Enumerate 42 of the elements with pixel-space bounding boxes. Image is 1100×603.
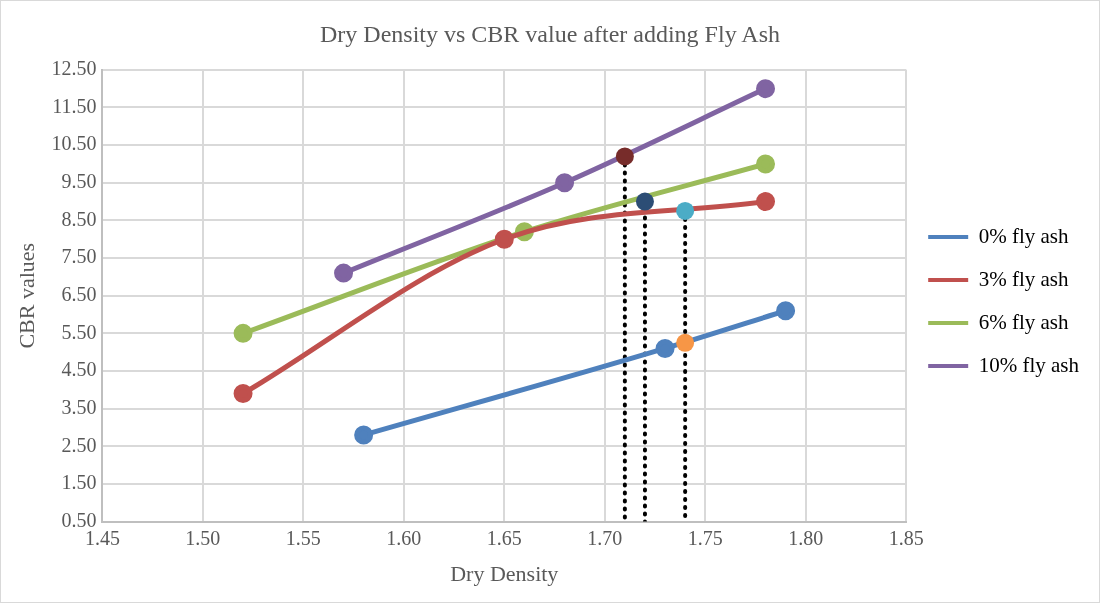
legend-label: 10% fly ash — [978, 352, 1080, 377]
legend-label: 3% fly ash — [978, 266, 1069, 291]
x-tick-label: 1.75 — [687, 526, 723, 549]
x-tick-label: 1.50 — [185, 526, 221, 549]
point — [494, 229, 514, 249]
y-tick-label: 7.50 — [61, 245, 97, 268]
point — [615, 147, 634, 166]
point — [233, 323, 253, 343]
y-axis-title: CBR values — [13, 242, 39, 349]
x-tick-label: 1.65 — [486, 526, 522, 549]
point — [233, 384, 253, 404]
y-tick-label: 2.50 — [61, 433, 97, 456]
point — [756, 154, 776, 174]
x-tick-label: 1.55 — [285, 526, 321, 549]
x-tick-label: 1.80 — [788, 526, 824, 549]
point — [756, 79, 776, 99]
point — [676, 333, 695, 352]
y-tick-label: 5.50 — [61, 320, 97, 343]
point — [354, 425, 374, 445]
y-tick-label: 11.50 — [52, 94, 97, 117]
y-tick-label: 6.50 — [61, 282, 97, 305]
y-tick-label: 3.50 — [61, 395, 97, 418]
x-tick-label: 1.85 — [888, 526, 924, 549]
point — [655, 338, 675, 358]
legend-label: 6% fly ash — [978, 309, 1069, 334]
x-axis-title: Dry Density — [450, 560, 559, 586]
x-tick-label: 1.70 — [587, 526, 623, 549]
y-tick-label: 4.50 — [61, 358, 97, 381]
x-tick-label: 1.60 — [386, 526, 422, 549]
point — [635, 192, 654, 211]
point — [676, 201, 695, 220]
point — [756, 192, 776, 212]
y-tick-label: 8.50 — [61, 207, 97, 230]
point — [334, 263, 354, 283]
y-tick-label: 9.50 — [61, 170, 97, 192]
y-tick-label: 1.50 — [61, 471, 97, 494]
point — [776, 301, 796, 321]
chart-title: Dry Density vs CBR value after adding Fly Ash — [320, 20, 780, 47]
point — [555, 173, 575, 193]
y-tick-label: 12.50 — [51, 57, 97, 80]
y-tick-label: 10.50 — [51, 132, 97, 155]
legend-label: 0% fly ash — [978, 223, 1069, 248]
